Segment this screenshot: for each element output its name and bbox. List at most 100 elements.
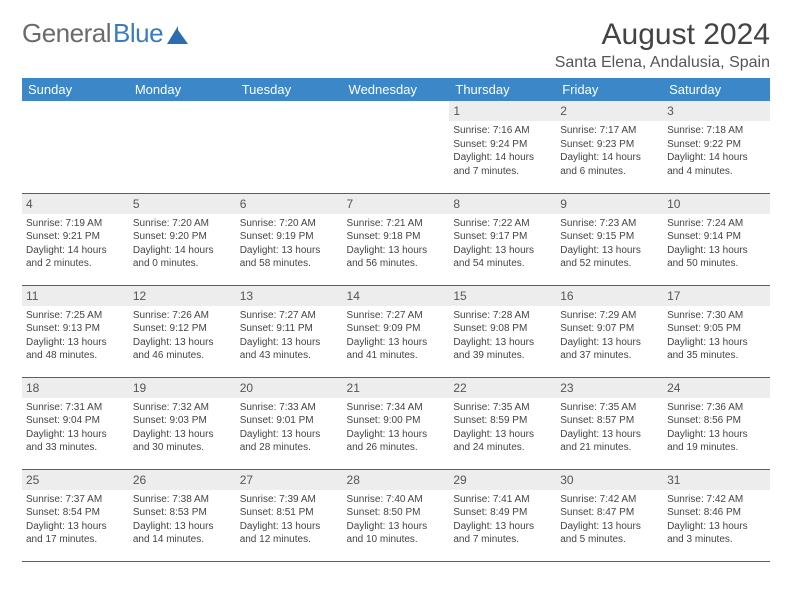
calendar-week-row: 4 Sunrise: 7:19 AMSunset: 9:21 PM Daylight… (22, 193, 770, 285)
calendar-day-cell (343, 101, 450, 193)
calendar-week-row: 18Sunrise: 7:31 AMSunset: 9:04 PMDayligh… (22, 377, 770, 469)
calendar-day-cell: 29Sunrise: 7:41 AMSunset: 8:49 PMDayligh… (449, 469, 556, 561)
daylight-text: Daylight: 13 hours and 14 minutes. (133, 520, 232, 547)
sunrise-text: Sunrise: 7:40 AM (347, 493, 446, 507)
sunset-text: Sunset: 8:50 PM (347, 506, 446, 520)
sunset-text: Sunset: 8:56 PM (667, 414, 766, 428)
sail-icon (167, 24, 189, 44)
sunrise-text: Sunrise: 7:33 AM (240, 401, 339, 415)
daylight-text: Daylight: 13 hours and 56 minutes. (347, 244, 446, 271)
day-number: 20 (236, 378, 343, 398)
month-title: August 2024 (555, 18, 770, 52)
daylight-text: Daylight: 13 hours and 46 minutes. (133, 336, 232, 363)
sunset-text: Sunset: 9:19 PM (240, 230, 339, 244)
calendar-day-cell: 28Sunrise: 7:40 AMSunset: 8:50 PMDayligh… (343, 469, 450, 561)
sunset-text: Sunset: 9:17 PM (453, 230, 552, 244)
calendar-day-cell: 1Sunrise: 7:16 AMSunset: 9:24 PMDaylight… (449, 101, 556, 193)
sunrise-text: Sunrise: 7:24 AM (667, 217, 766, 231)
sunrise-text: Sunrise: 7:21 AM (347, 217, 446, 231)
calendar-day-cell: 3 Sunrise: 7:18 AMSunset: 9:22 PMDaylight… (663, 101, 770, 193)
sunrise-text: Sunrise: 7:35 AM (453, 401, 552, 415)
sunset-text: Sunset: 9:13 PM (26, 322, 125, 336)
calendar-day-cell: 20Sunrise: 7:33 AMSunset: 9:01 PMDayligh… (236, 377, 343, 469)
sunset-text: Sunset: 9:08 PM (453, 322, 552, 336)
day-number: 30 (556, 470, 663, 490)
calendar-day-cell: 6Sunrise: 7:20 AMSunset: 9:19 PMDaylight… (236, 193, 343, 285)
sunset-text: Sunset: 9:21 PM (26, 230, 125, 244)
daylight-text: Daylight: 13 hours and 5 minutes. (560, 520, 659, 547)
day-number: 10 (663, 194, 770, 214)
sunrise-text: Sunrise: 7:17 AM (560, 124, 659, 138)
calendar-day-cell: 22Sunrise: 7:35 AMSunset: 8:59 PMDayligh… (449, 377, 556, 469)
daylight-text: Daylight: 13 hours and 35 minutes. (667, 336, 766, 363)
sunset-text: Sunset: 9:22 PM (667, 138, 766, 152)
calendar-day-cell: 19Sunrise: 7:32 AMSunset: 9:03 PMDayligh… (129, 377, 236, 469)
daylight-text: Daylight: 13 hours and 37 minutes. (560, 336, 659, 363)
sunset-text: Sunset: 9:14 PM (667, 230, 766, 244)
sunset-text: Sunset: 8:59 PM (453, 414, 552, 428)
sunrise-text: Sunrise: 7:42 AM (560, 493, 659, 507)
sunset-text: Sunset: 9:07 PM (560, 322, 659, 336)
calendar-day-cell: 17Sunrise: 7:30 AMSunset: 9:05 PMDayligh… (663, 285, 770, 377)
daylight-text: Daylight: 13 hours and 21 minutes. (560, 428, 659, 455)
sunset-text: Sunset: 9:23 PM (560, 138, 659, 152)
daylight-text: Daylight: 13 hours and 41 minutes. (347, 336, 446, 363)
daylight-text: Daylight: 13 hours and 26 minutes. (347, 428, 446, 455)
sunrise-text: Sunrise: 7:37 AM (26, 493, 125, 507)
sunrise-text: Sunrise: 7:30 AM (667, 309, 766, 323)
day-number: 23 (556, 378, 663, 398)
day-number: 4 (22, 194, 129, 214)
weekday-header: Monday (129, 78, 236, 101)
sunset-text: Sunset: 9:09 PM (347, 322, 446, 336)
sunrise-text: Sunrise: 7:36 AM (667, 401, 766, 415)
daylight-text: Daylight: 13 hours and 39 minutes. (453, 336, 552, 363)
sunset-text: Sunset: 9:18 PM (347, 230, 446, 244)
sunset-text: Sunset: 9:12 PM (133, 322, 232, 336)
daylight-text: Daylight: 13 hours and 48 minutes. (26, 336, 125, 363)
day-number: 2 (556, 101, 663, 121)
calendar-day-cell: 12Sunrise: 7:26 AMSunset: 9:12 PMDayligh… (129, 285, 236, 377)
calendar-day-cell: 16Sunrise: 7:29 AMSunset: 9:07 PMDayligh… (556, 285, 663, 377)
sunset-text: Sunset: 9:05 PM (667, 322, 766, 336)
weekday-header: Sunday (22, 78, 129, 101)
daylight-text: Daylight: 14 hours and 4 minutes. (667, 151, 766, 178)
calendar-day-cell: 11Sunrise: 7:25 AMSunset: 9:13 PMDayligh… (22, 285, 129, 377)
brand-part1: General (22, 18, 111, 49)
calendar-day-cell (129, 101, 236, 193)
calendar-day-cell: 5Sunrise: 7:20 AMSunset: 9:20 PMDaylight… (129, 193, 236, 285)
day-number: 9 (556, 194, 663, 214)
header: GeneralBlue August 2024 Santa Elena, And… (22, 18, 770, 72)
calendar-day-cell: 21Sunrise: 7:34 AMSunset: 9:00 PMDayligh… (343, 377, 450, 469)
calendar-day-cell: 26Sunrise: 7:38 AMSunset: 8:53 PMDayligh… (129, 469, 236, 561)
day-number: 15 (449, 286, 556, 306)
brand-part2: Blue (113, 18, 163, 49)
sunset-text: Sunset: 8:46 PM (667, 506, 766, 520)
sunrise-text: Sunrise: 7:29 AM (560, 309, 659, 323)
sunset-text: Sunset: 9:03 PM (133, 414, 232, 428)
day-number: 29 (449, 470, 556, 490)
sunrise-text: Sunrise: 7:16 AM (453, 124, 552, 138)
sunrise-text: Sunrise: 7:34 AM (347, 401, 446, 415)
calendar-day-cell: 27Sunrise: 7:39 AMSunset: 8:51 PMDayligh… (236, 469, 343, 561)
day-number: 7 (343, 194, 450, 214)
sunrise-text: Sunrise: 7:25 AM (26, 309, 125, 323)
sunset-text: Sunset: 8:51 PM (240, 506, 339, 520)
day-number: 3 (663, 101, 770, 121)
daylight-text: Daylight: 13 hours and 19 minutes. (667, 428, 766, 455)
weekday-header: Thursday (449, 78, 556, 101)
sunrise-text: Sunrise: 7:28 AM (453, 309, 552, 323)
sunset-text: Sunset: 8:47 PM (560, 506, 659, 520)
day-number: 26 (129, 470, 236, 490)
weekday-header: Wednesday (343, 78, 450, 101)
sunrise-text: Sunrise: 7:19 AM (26, 217, 125, 231)
calendar-day-cell: 8Sunrise: 7:22 AMSunset: 9:17 PMDaylight… (449, 193, 556, 285)
day-number: 14 (343, 286, 450, 306)
sunrise-text: Sunrise: 7:38 AM (133, 493, 232, 507)
calendar-day-cell: 4Sunrise: 7:19 AMSunset: 9:21 PMDaylight… (22, 193, 129, 285)
daylight-text: Daylight: 13 hours and 24 minutes. (453, 428, 552, 455)
sunrise-text: Sunrise: 7:18 AM (667, 124, 766, 138)
calendar-day-cell (22, 101, 129, 193)
daylight-text: Daylight: 13 hours and 54 minutes. (453, 244, 552, 271)
sunrise-text: Sunrise: 7:39 AM (240, 493, 339, 507)
day-number: 21 (343, 378, 450, 398)
